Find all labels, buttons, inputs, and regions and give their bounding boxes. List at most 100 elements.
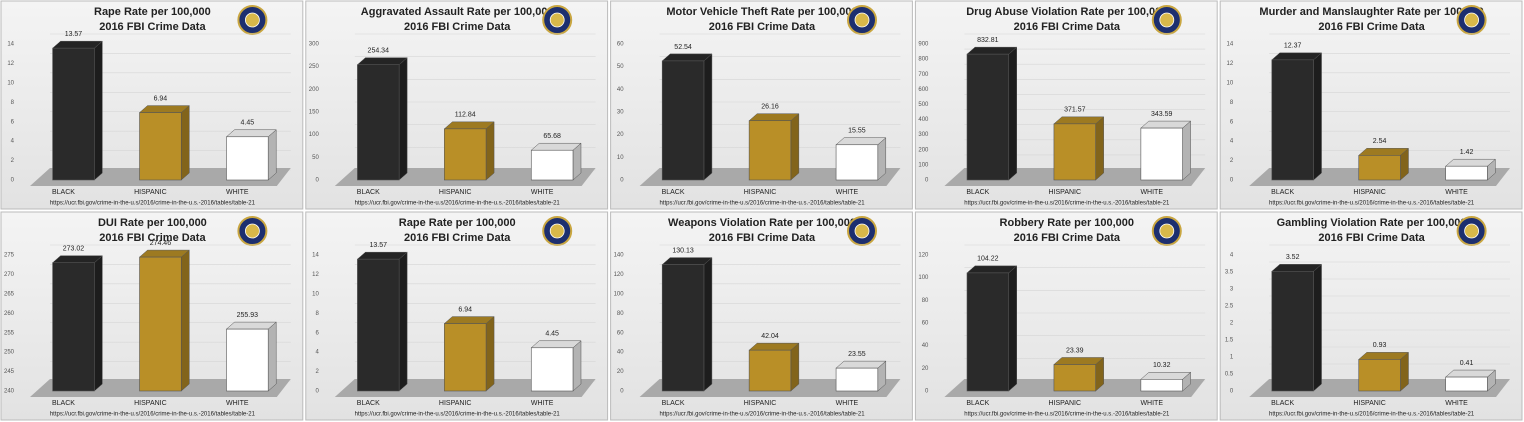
bar bbox=[1445, 165, 1488, 181]
source-url: https://ucr.fbi.gov/crime-in-the-u.s/201… bbox=[964, 201, 1170, 207]
y-tick-label: 60 bbox=[617, 330, 624, 336]
y-tick-label: 12 bbox=[312, 272, 319, 278]
y-tick-label: 50 bbox=[312, 155, 319, 161]
value-label: 274.46 bbox=[150, 240, 172, 247]
x-tick-label: HISPANIC bbox=[1049, 400, 1082, 407]
y-tick-label: 265 bbox=[4, 291, 15, 297]
chart-subtitle: 2016 FBI Crime Data bbox=[404, 21, 511, 33]
bar bbox=[52, 47, 95, 181]
value-label: 42.04 bbox=[761, 333, 779, 340]
value-label: 4.45 bbox=[545, 331, 559, 338]
bar-side bbox=[790, 113, 800, 181]
chart-panel: Rape Rate per 100,000 2016 FBI Crime Data… bbox=[305, 211, 609, 421]
bar-top bbox=[1053, 116, 1105, 125]
bar-top bbox=[530, 142, 582, 151]
fbi-seal-inner bbox=[1464, 12, 1479, 28]
bar-side bbox=[1008, 265, 1017, 392]
y-tick-label: 2 bbox=[11, 158, 15, 164]
bar-top bbox=[356, 251, 408, 260]
y-tick-label: 2 bbox=[1230, 158, 1234, 164]
bar-top bbox=[661, 257, 713, 265]
y-tick-label: 14 bbox=[7, 42, 14, 48]
y-tick-label: 10 bbox=[617, 155, 624, 161]
bar-top bbox=[1140, 120, 1192, 129]
bar-top bbox=[748, 342, 800, 351]
y-tick-label: 6 bbox=[11, 119, 15, 125]
bar bbox=[139, 256, 182, 392]
fbi-seal-inner bbox=[244, 12, 260, 28]
x-tick-label: BLACK bbox=[357, 189, 380, 196]
y-tick-label: 150 bbox=[309, 110, 320, 116]
y-tick-label: 2.5 bbox=[1225, 304, 1234, 310]
y-tick-label: 300 bbox=[309, 42, 320, 48]
y-tick-label: 100 bbox=[614, 291, 625, 297]
fbi-seal-inner bbox=[1464, 223, 1479, 239]
x-tick-label: BLACK bbox=[662, 400, 685, 407]
bar-side bbox=[572, 340, 582, 392]
x-tick-label: WHITE bbox=[836, 189, 859, 196]
fbi-seal-inner bbox=[1159, 12, 1175, 28]
bar-top bbox=[1140, 372, 1192, 380]
y-tick-label: 250 bbox=[309, 64, 320, 70]
y-tick-label: 0 bbox=[620, 389, 624, 395]
bar-top bbox=[1358, 148, 1410, 156]
chart-panel: Gambling Violation Rate per 100,000 2016 … bbox=[1219, 211, 1523, 421]
y-tick-label: 20 bbox=[617, 132, 624, 138]
y-tick-label: 0 bbox=[11, 178, 15, 184]
y-tick-label: 270 bbox=[4, 272, 15, 278]
bar bbox=[748, 349, 792, 392]
x-tick-label: WHITE bbox=[531, 400, 554, 407]
x-tick-label: HISPANIC bbox=[134, 400, 167, 407]
bar bbox=[530, 149, 574, 181]
x-tick-label: WHITE bbox=[1445, 400, 1468, 407]
value-label: 371.57 bbox=[1064, 107, 1086, 114]
value-label: 343.59 bbox=[1151, 111, 1173, 118]
y-tick-label: 8 bbox=[1230, 100, 1234, 106]
y-tick-label: 120 bbox=[614, 272, 625, 278]
bar-side bbox=[398, 57, 408, 181]
bar-side bbox=[703, 257, 713, 392]
bar bbox=[1053, 364, 1096, 392]
chart-panel: Weapons Violation Rate per 100,000 2016 F… bbox=[610, 211, 913, 421]
value-label: 65.68 bbox=[543, 133, 561, 140]
chart-panel: Robbery Rate per 100,000 2016 FBI Crime D… bbox=[914, 211, 1218, 421]
bar-side bbox=[877, 137, 887, 181]
bar bbox=[966, 272, 1010, 392]
chart-subtitle: 2016 FBI Crime Data bbox=[404, 232, 511, 244]
value-label: 6.94 bbox=[458, 306, 472, 313]
y-tick-label: 12 bbox=[1227, 61, 1234, 67]
value-label: 112.84 bbox=[455, 112, 476, 119]
x-tick-label: HISPANIC bbox=[1353, 400, 1386, 407]
source-url: https://ucr.fbi.gov/crime-in-the-u.s/201… bbox=[355, 201, 561, 207]
bar bbox=[661, 60, 705, 181]
value-label: 23.55 bbox=[848, 351, 866, 358]
bar bbox=[1271, 59, 1314, 181]
bar bbox=[226, 328, 269, 392]
x-tick-label: HISPANIC bbox=[439, 400, 472, 407]
bar-side bbox=[94, 40, 103, 181]
value-label: 6.94 bbox=[154, 95, 168, 102]
bar bbox=[1445, 376, 1488, 392]
y-tick-label: 6 bbox=[315, 330, 319, 336]
y-tick-label: 100 bbox=[309, 132, 320, 138]
y-tick-label: 2 bbox=[315, 369, 319, 375]
x-tick-label: WHITE bbox=[836, 400, 859, 407]
bar-top bbox=[530, 340, 582, 349]
x-tick-label: HISPANIC bbox=[1353, 189, 1386, 196]
bar-top bbox=[661, 53, 713, 62]
y-tick-label: 1.5 bbox=[1225, 338, 1234, 344]
value-label: 273.02 bbox=[63, 246, 85, 253]
bar bbox=[357, 64, 400, 181]
y-tick-label: 300 bbox=[918, 132, 929, 138]
value-label: 26.16 bbox=[761, 104, 779, 111]
value-label: 2.54 bbox=[1373, 138, 1387, 145]
y-tick-label: 3 bbox=[1230, 287, 1234, 293]
bar-side bbox=[398, 251, 408, 392]
y-tick-label: 10 bbox=[312, 291, 319, 297]
chart-subtitle: 2016 FBI Crime Data bbox=[1014, 232, 1121, 244]
y-tick-label: 900 bbox=[918, 42, 929, 48]
bar-side bbox=[485, 121, 495, 181]
bar-side bbox=[485, 316, 495, 392]
